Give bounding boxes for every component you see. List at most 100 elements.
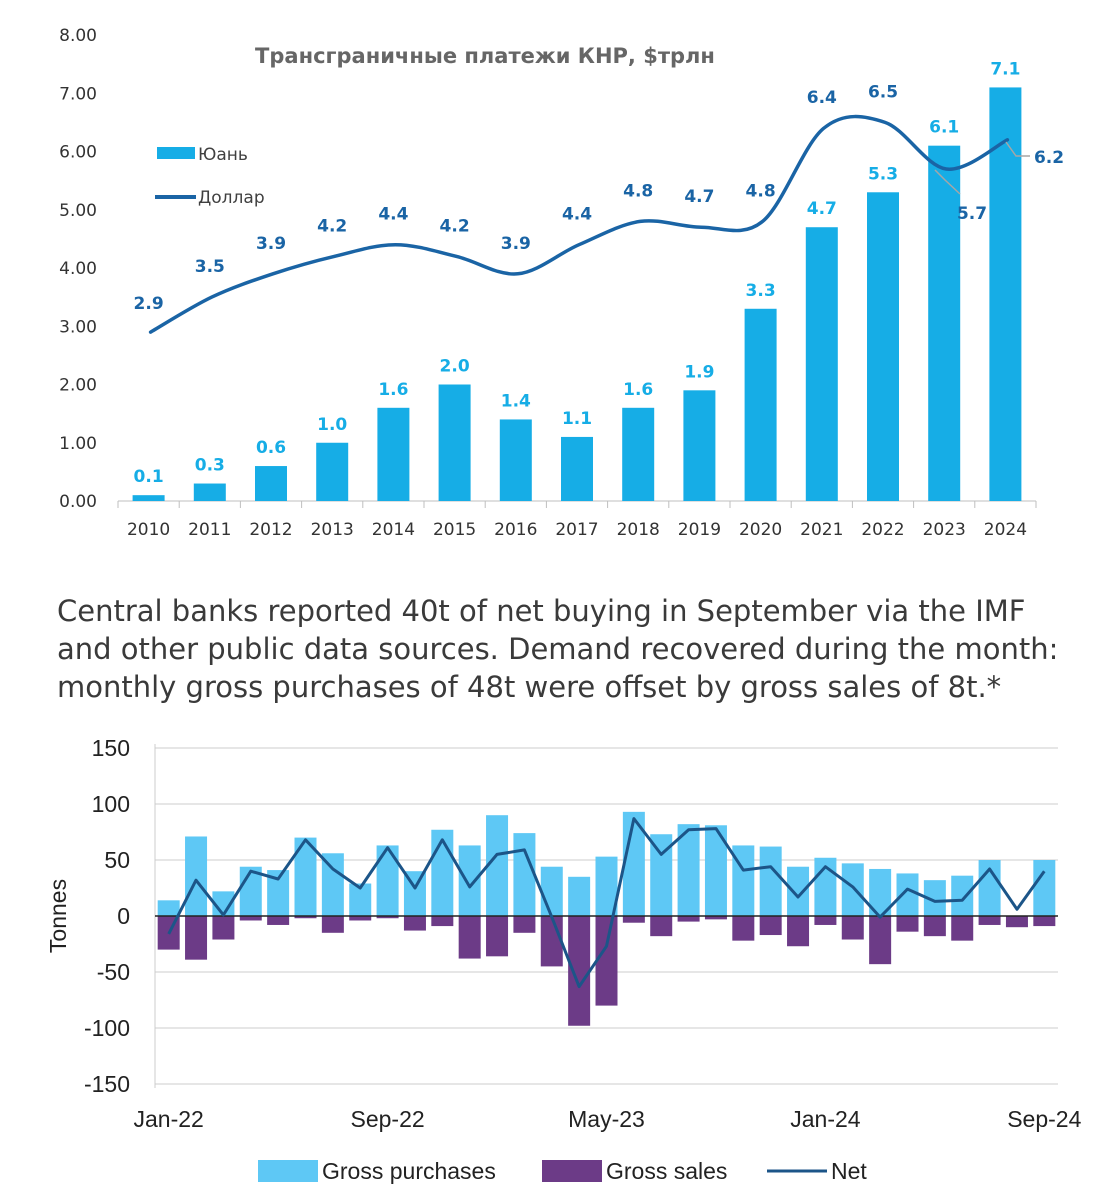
line-label: 4.2 <box>440 216 470 236</box>
line-dollar <box>148 114 1010 334</box>
legend-label-net: Net <box>831 1158 867 1184</box>
y-tick-label: 0.00 <box>59 492 97 512</box>
line-label: 4.2 <box>317 216 347 236</box>
bar-label: 1.9 <box>684 362 714 382</box>
line-label: 4.8 <box>623 181 653 201</box>
bar-label: 0.1 <box>134 467 164 487</box>
bar-gross-purchases <box>841 863 864 916</box>
bar-gross-sales <box>923 916 946 937</box>
bar-gross-sales <box>185 916 208 960</box>
bar-gross-purchases <box>869 868 892 916</box>
bar-yuan <box>438 384 471 501</box>
bar-gross-purchases <box>677 824 700 916</box>
legend-label-sales: Gross sales <box>606 1158 727 1184</box>
legend-swatch-yuan <box>157 147 195 159</box>
x-tick-label: 2019 <box>678 520 721 540</box>
line-label: 6.5 <box>868 82 898 102</box>
bar-gross-sales <box>513 916 536 933</box>
bar-gross-sales <box>267 916 290 925</box>
bar-yuan <box>377 407 410 501</box>
bar-gross-sales <box>458 916 481 959</box>
bar-label: 4.7 <box>807 199 837 219</box>
y-tick-label: 150 <box>92 735 130 761</box>
legend-swatch-sales <box>542 1160 602 1182</box>
bar-label: 6.1 <box>929 118 959 138</box>
bar-gross-sales <box>650 916 673 937</box>
bar-gross-sales <box>595 916 618 1006</box>
y-tick-label: 100 <box>92 791 130 817</box>
y-tick-label: 7.00 <box>59 84 97 104</box>
y-axis-title: Tonnes <box>45 879 71 953</box>
y-tick-label: -150 <box>84 1071 130 1097</box>
bar-gross-sales <box>376 916 399 919</box>
bar-gross-purchases <box>568 876 591 916</box>
x-tick-label: 2011 <box>188 520 231 540</box>
bar-gross-sales <box>486 916 509 957</box>
x-tick-label: 2020 <box>739 520 782 540</box>
chart-cross-border-payments: Трансграничные платежи КНР, $трлн 0.00 1.0… <box>59 26 1064 540</box>
x-tick-label: Sep-22 <box>351 1106 425 1132</box>
bar-label: 1.6 <box>378 380 408 400</box>
bar-label: 1.4 <box>501 391 531 411</box>
line-label: 3.9 <box>256 234 286 254</box>
line-label: 6.4 <box>807 88 837 108</box>
bar-yuan <box>132 495 165 501</box>
x-tick-label: 2016 <box>494 520 537 540</box>
y-tick-label: 6.00 <box>59 143 97 163</box>
bar-gross-purchases <box>513 833 536 916</box>
bar-gross-sales <box>212 916 235 940</box>
chart-caption: Central banks reported 40t of net buying… <box>57 594 1059 704</box>
line-label: 4.8 <box>746 181 776 201</box>
x-tick-label: Jan-24 <box>790 1106 861 1132</box>
bar-label: 1.1 <box>562 409 592 429</box>
y-tick-label: 4.00 <box>59 259 97 279</box>
bar-gross-purchases <box>458 845 481 916</box>
x-tick-label: 2014 <box>372 520 415 540</box>
line-label: 5.7 <box>957 204 987 224</box>
x-tick-label: 2022 <box>861 520 904 540</box>
line-label: 2.9 <box>134 294 164 314</box>
leader-line <box>934 169 961 195</box>
bar-label: 0.3 <box>195 456 225 476</box>
bar-gross-sales <box>814 916 837 925</box>
chart1-title: Трансграничные платежи КНР, $трлн <box>255 44 715 68</box>
x-tick-label: 2013 <box>311 520 354 540</box>
bar-gross-purchases <box>896 873 919 916</box>
bar-label: 3.3 <box>746 281 776 301</box>
bar-gross-sales <box>294 916 317 919</box>
bar-gross-sales <box>1005 916 1028 928</box>
line-label: 3.9 <box>501 234 531 254</box>
bar-yuan <box>499 419 532 501</box>
bar-gross-sales <box>732 916 755 941</box>
y-tick-label: 0 <box>117 903 130 929</box>
legend-label-dollar: Доллар <box>198 188 265 208</box>
bar-yuan <box>744 308 777 501</box>
x-tick-label: 2024 <box>984 520 1027 540</box>
bar-yuan <box>316 442 349 501</box>
line-label: 4.4 <box>562 205 592 225</box>
bar-gross-sales <box>431 916 454 927</box>
line-net <box>167 817 1046 989</box>
bar-gross-purchases <box>759 846 782 916</box>
bar-label: 2.0 <box>440 357 470 377</box>
line-label: 6.2 <box>1034 148 1064 168</box>
line-label: 4.4 <box>378 205 408 225</box>
bar-gross-purchases <box>650 834 673 916</box>
legend-label-yuan: Юань <box>198 145 248 165</box>
y-tick-label: 3.00 <box>59 317 97 337</box>
bar-yuan <box>622 407 655 501</box>
bar-label: 7.1 <box>990 59 1020 79</box>
y-tick-label: 8.00 <box>59 26 97 46</box>
chart-central-bank-gold: 150 100 50 0 -50 -100 -150 Tonnes Jan-22 Sep-22 Ma… <box>45 735 1082 1184</box>
bar-gross-sales <box>759 916 782 936</box>
bar-gross-sales <box>951 916 974 941</box>
bar-yuan <box>805 227 838 501</box>
y-tick-label: 50 <box>104 847 130 873</box>
bar-gross-sales <box>321 916 344 933</box>
x-tick-label: 2015 <box>433 520 476 540</box>
bar-gross-purchases <box>185 836 208 916</box>
bar-label: 0.6 <box>256 438 286 458</box>
x-tick-label: May-23 <box>568 1106 645 1132</box>
bar-label: 1.6 <box>623 380 653 400</box>
y-tick-label: 2.00 <box>59 376 97 396</box>
